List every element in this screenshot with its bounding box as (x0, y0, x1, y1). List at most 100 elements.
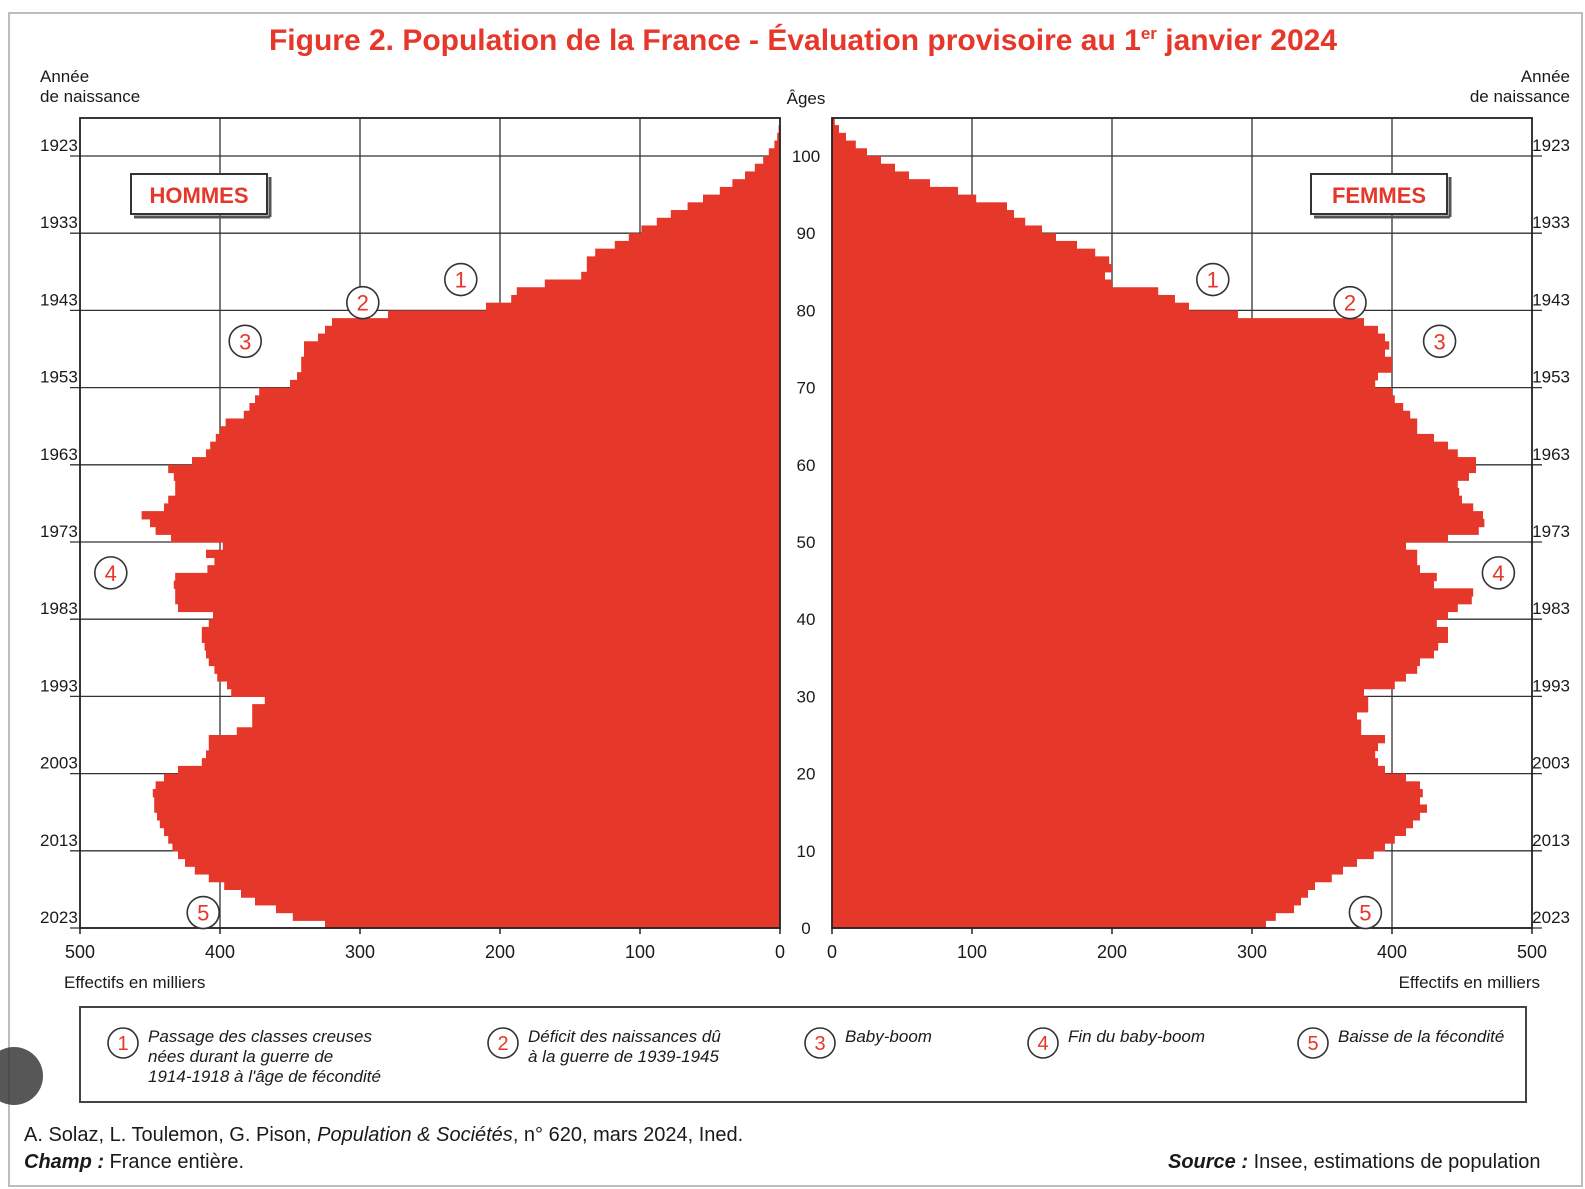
bar-hommes (155, 526, 781, 535)
birth-year-label-right: 1983 (1532, 599, 1570, 618)
bar-hommes (301, 364, 780, 373)
x-axis-label-left: Effectifs en milliers (64, 973, 205, 992)
age-tick-label: 30 (797, 687, 816, 706)
bar-hommes (318, 333, 780, 342)
bar-hommes (297, 372, 780, 381)
bar-hommes (586, 256, 780, 265)
bar-hommes (595, 248, 780, 257)
plot-frames (79, 117, 1533, 929)
bar-femmes (832, 680, 1395, 690)
bar-femmes (832, 356, 1392, 366)
legend-text: 1914-1918 à l'âge de fécondité (148, 1067, 381, 1086)
bar-hommes (249, 403, 780, 412)
x-tick-label-left: 0 (775, 942, 785, 962)
bar-hommes (777, 132, 780, 142)
annotation-marker: 3 (228, 324, 262, 359)
bar-hommes (225, 418, 781, 427)
bar-hommes (164, 503, 780, 512)
scope-label: Champ : (24, 1151, 104, 1173)
bar-femmes (832, 287, 1159, 296)
x-tick-label-left: 400 (205, 942, 235, 962)
bar-femmes (832, 727, 1362, 736)
bar-femmes (832, 549, 1418, 559)
bar-femmes (832, 843, 1385, 852)
bar-femmes (832, 240, 1077, 250)
birth-year-label-left: 1973 (40, 522, 78, 541)
bar-hommes (154, 796, 780, 806)
bar-hommes (252, 704, 780, 713)
birth-year-label-left: 1943 (40, 290, 78, 309)
bar-hommes (301, 356, 780, 366)
left-axis-title-1: Année (40, 67, 89, 86)
bar-hommes (255, 897, 780, 906)
bar-hommes (204, 642, 781, 651)
x-tick-label-right: 500 (1517, 942, 1547, 962)
bar-femmes (832, 858, 1357, 867)
bar-hommes (213, 611, 780, 620)
bar-hommes (208, 873, 781, 883)
birth-year-label-left: 1933 (40, 213, 78, 232)
bar-hommes (259, 387, 780, 396)
bar-hommes (194, 866, 781, 875)
bar-hommes (168, 835, 780, 844)
bar-hommes (168, 495, 780, 504)
left-axis-title-2: de naissance (40, 87, 140, 106)
bar-femmes (832, 495, 1462, 504)
bar-hommes (325, 325, 780, 335)
bar-femmes (832, 765, 1385, 775)
bar-femmes (832, 171, 909, 180)
annotation-number: 2 (1344, 291, 1356, 316)
birth-year-label-right: 1943 (1532, 290, 1570, 309)
birth-year-label-right: 2013 (1532, 831, 1570, 850)
bar-femmes (832, 148, 867, 157)
bar-femmes (832, 850, 1374, 860)
credit-rest: , n° 620, mars 2024, Ined. (512, 1124, 744, 1146)
credit-journal: Population & Sociétés (317, 1124, 513, 1146)
hommes-label: HOMMES (150, 183, 249, 208)
bar-femmes (832, 372, 1378, 381)
bar-hommes (227, 680, 780, 690)
bar-hommes (516, 287, 780, 296)
bar-hommes (207, 565, 780, 574)
bar-femmes (832, 132, 846, 142)
bar-femmes (832, 603, 1458, 613)
age-tick-label: 10 (797, 842, 816, 861)
bar-hommes (168, 464, 780, 474)
birth-year-label-left: 1953 (40, 368, 78, 387)
bar-femmes (832, 626, 1448, 636)
legend-text: Baisse de la fécondité (1338, 1027, 1504, 1046)
bar-femmes (832, 657, 1420, 667)
femmes-label: FEMMES (1332, 183, 1426, 208)
bar-hommes (614, 240, 780, 250)
annotation-marker: 3 (1422, 324, 1457, 359)
bar-hommes (215, 433, 781, 443)
bar-hommes (304, 349, 780, 358)
bar-femmes (832, 325, 1378, 335)
bar-femmes (832, 279, 1112, 288)
bar-hommes (171, 534, 780, 543)
bar-femmes (832, 186, 958, 196)
annotation-marker: 2 (1333, 285, 1367, 320)
x-tick-label-right: 400 (1377, 942, 1407, 962)
bar-femmes (832, 233, 1056, 242)
bar-femmes (832, 920, 1266, 929)
center-axis-title: Âges (787, 89, 826, 108)
bar-hommes (175, 588, 780, 597)
bar-femmes (832, 472, 1469, 481)
plot-frame-right (831, 117, 1533, 929)
bar-femmes (832, 349, 1385, 358)
bar-femmes (832, 202, 1007, 211)
birth-year-label-right: 1923 (1532, 136, 1570, 155)
bar-femmes (832, 742, 1378, 752)
bar-hommes (210, 441, 780, 450)
femmes-label-box: FEMMES (1310, 173, 1452, 219)
bar-femmes (832, 426, 1418, 435)
bar-hommes (304, 341, 780, 350)
bar-femmes (832, 881, 1315, 890)
bar-femmes (832, 835, 1395, 844)
bar-femmes (832, 796, 1420, 806)
bar-femmes (832, 294, 1175, 304)
bar-femmes (832, 511, 1483, 520)
bar-femmes (832, 387, 1392, 396)
